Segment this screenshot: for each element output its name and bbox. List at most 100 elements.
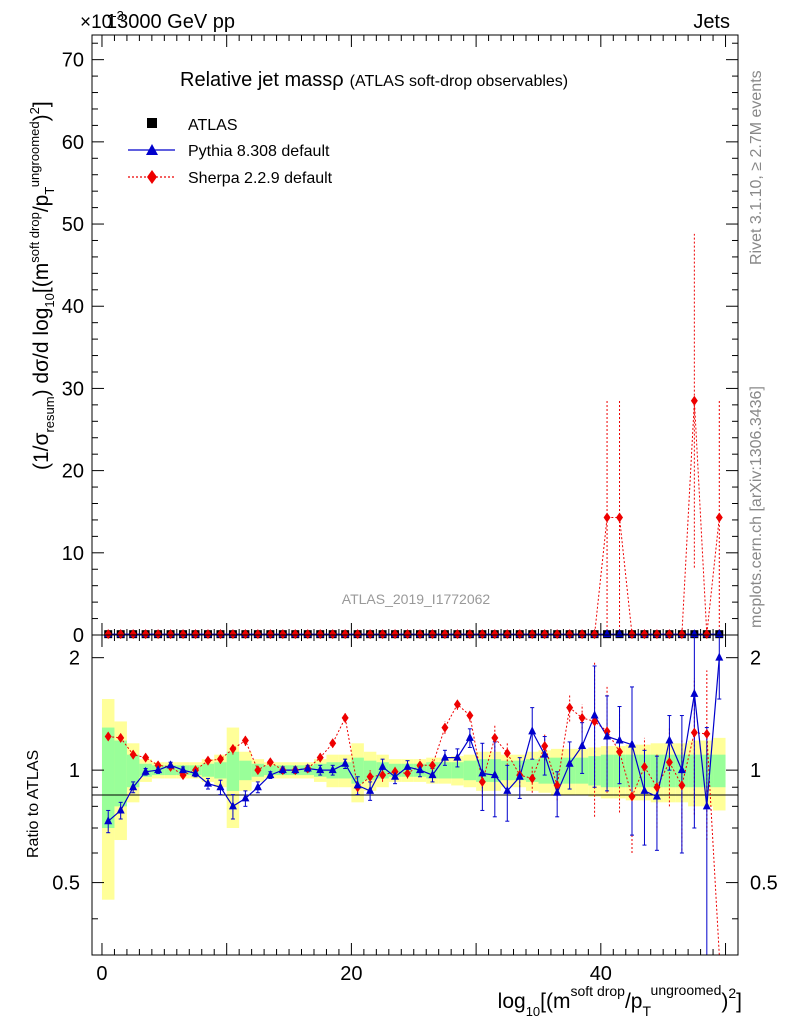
sherpa-ratio-point	[142, 752, 150, 763]
pythia-ratio-point	[540, 749, 549, 758]
pythia-ratio-point	[291, 765, 300, 774]
sherpa-main-point	[391, 629, 399, 640]
sherpa-main-point	[628, 629, 636, 640]
ratio-band-inner	[114, 740, 127, 807]
sherpa-main-point	[216, 629, 224, 640]
pythia-ratio-point	[278, 765, 287, 774]
sherpa-main-point	[304, 629, 312, 640]
main-ylabel: (1/σresum) dσ/d log10[(msoft drop/pTungr…	[27, 101, 57, 470]
sherpa-main-point	[266, 629, 274, 640]
pythia-ratio-point	[652, 791, 661, 800]
pythia-ratio-point	[216, 782, 225, 791]
sherpa-ratio-point	[566, 702, 574, 713]
xlabel: log10[(msoft drop/pTungroomed)2]	[498, 982, 742, 1019]
pythia-ratio-point	[515, 771, 524, 780]
sherpa-ratio-point	[204, 755, 212, 766]
sherpa-ratio-point	[591, 716, 599, 727]
sherpa-ratio-point	[428, 760, 436, 771]
ratio-xtick-label: 0	[96, 963, 107, 985]
side-label-rivet: Rivet 3.1.10, ≥ 2.7M events	[748, 70, 765, 265]
sherpa-ratio-point	[503, 748, 511, 759]
ratio-ytick-label-right: 0.5	[750, 873, 778, 895]
ratio-ticks	[92, 657, 738, 920]
sherpa-ratio-point	[316, 752, 324, 763]
sherpa-ratio-point	[241, 735, 249, 746]
sherpa-ratio-point	[129, 749, 137, 760]
ratio-xtick-label: 20	[340, 963, 362, 985]
sherpa-ratio-point	[678, 780, 686, 791]
ratio-band-inner	[438, 762, 452, 779]
pythia-ratio-point	[141, 766, 150, 775]
watermark: ATLAS_2019_I1772062	[342, 591, 491, 607]
legend-label-atlas: ATLAS	[188, 117, 238, 134]
legend-label-sherpa: Sherpa 2.2.9 default	[188, 170, 333, 187]
pythia-ratio-point	[391, 771, 400, 780]
sherpa-main-point	[192, 629, 200, 640]
pythia-ratio-point	[154, 765, 163, 774]
pythia-ratio-point	[440, 752, 449, 761]
pythia-ratio-point	[378, 761, 387, 770]
sherpa-ratio-point	[266, 757, 274, 768]
sherpa-main-point	[179, 629, 187, 640]
sherpa-main-point	[466, 629, 474, 640]
sherpa-main-point	[528, 629, 536, 640]
sherpa-main-point	[678, 629, 686, 640]
sherpa-main-point	[404, 629, 412, 640]
ratio-ytick-label-right: 2	[750, 648, 761, 670]
pythia-ratio-point	[266, 770, 275, 779]
ratio-xtick-label: 40	[590, 963, 612, 985]
sherpa-ratio-point	[366, 771, 374, 782]
sherpa-main-point	[279, 629, 287, 640]
main-data	[104, 233, 724, 640]
sherpa-main-point	[566, 629, 574, 640]
sherpa-ratio-point	[216, 754, 224, 765]
sherpa-ratio-point	[491, 732, 499, 743]
ratio-tick-labels: 0.5 0.51 12 20 20 40	[52, 648, 778, 985]
sherpa-main-point	[616, 512, 624, 523]
sherpa-main-point	[416, 629, 424, 640]
pythia-ratio-point	[403, 761, 412, 770]
legend-label-pythia: Pythia 8.308 default	[188, 143, 330, 160]
sherpa-main-point	[254, 629, 262, 640]
ratio-band-inner	[550, 757, 564, 784]
sherpa-main-point	[665, 629, 673, 640]
pythia-ratio-point	[191, 768, 200, 777]
ratio-ytick-label-left: 2	[69, 648, 80, 670]
sherpa-main-point	[441, 629, 449, 640]
sherpa-main-point	[366, 629, 374, 640]
sherpa-main-point	[167, 629, 175, 640]
main-ytick-label: 70	[62, 50, 84, 72]
ratio-band-inner	[126, 754, 140, 788]
legend-marker-atlas	[147, 118, 157, 128]
pythia-ratio-point	[428, 770, 437, 779]
pythia-ratio-point	[603, 731, 612, 740]
pythia-ratio-point	[677, 765, 686, 774]
header-left: 13000 GeV pp	[106, 11, 235, 33]
main-ytick-label: 60	[62, 132, 84, 154]
sherpa-main-point	[142, 629, 150, 640]
ratio-band-inner	[239, 760, 252, 781]
sherpa-main-point	[329, 629, 337, 640]
pythia-ratio-point	[465, 732, 474, 741]
sherpa-main-point	[603, 512, 611, 523]
sherpa-ratio-point	[441, 722, 449, 733]
sherpa-ratio-point	[341, 712, 349, 723]
pythia-ratio-point	[690, 688, 699, 697]
sherpa-ratio-point	[404, 768, 412, 779]
sherpa-main-point	[591, 629, 599, 640]
sherpa-ratio-point	[104, 731, 112, 742]
main-ytick-label: 40	[62, 296, 84, 318]
sherpa-main-point	[428, 629, 436, 640]
sherpa-ratio-point	[578, 712, 586, 723]
ratio-band-inner	[201, 763, 215, 777]
pythia-ratio-point	[528, 726, 537, 735]
ratio-ylabel: Ratio to ATLAS	[25, 750, 42, 858]
ratio-data	[104, 634, 724, 956]
main-ytick-label: 0	[73, 625, 84, 647]
pythia-ratio-point	[179, 765, 188, 774]
main-ytick-label: 20	[62, 461, 84, 483]
sherpa-main-point	[690, 395, 698, 406]
pythia-ratio-point	[104, 816, 113, 825]
ratio-frame	[91, 634, 739, 956]
ratio-band-inner	[226, 751, 240, 791]
